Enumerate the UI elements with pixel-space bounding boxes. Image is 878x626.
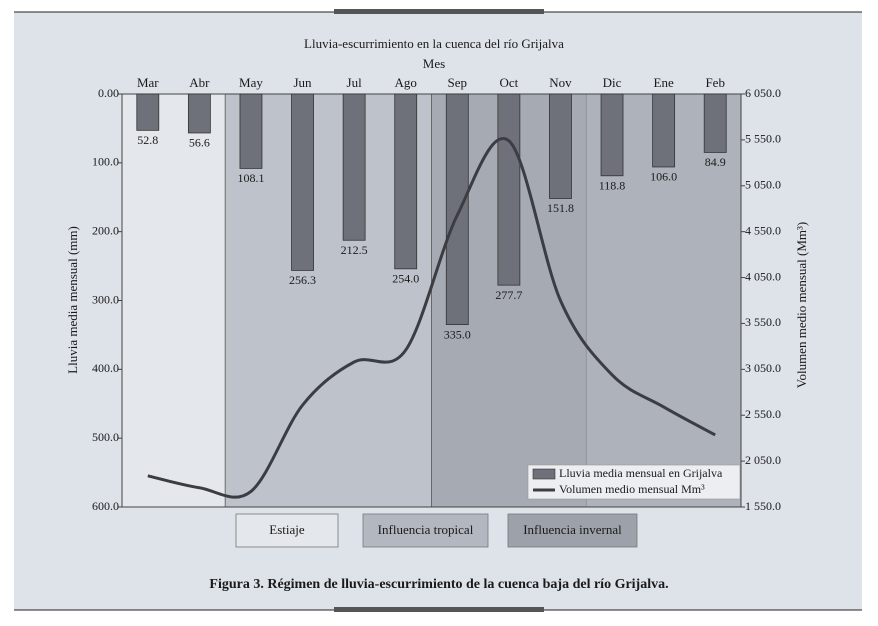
y-tick-label: 400.0 [92,361,119,375]
x-tick-label: Ene [654,75,674,90]
bar-value-label: 256.3 [289,273,316,287]
x-tick-label: Jun [294,75,313,90]
y2-tick-label: 5 550.0 [745,132,781,146]
x-axis-label: Mes [423,56,445,71]
bar [600,93,624,177]
y-tick-label: 600.0 [92,499,119,513]
region-legend-box [235,513,339,548]
bar-value-label: 335.0 [444,327,471,341]
bar [136,93,160,131]
y2-tick-label: 4 050.0 [745,269,781,283]
legend-box [527,464,741,500]
y-tick-label: 100.0 [92,155,119,169]
region [122,94,226,507]
bar [239,93,263,169]
x-tick-label: Dic [603,75,622,90]
y2-tick-label: 2 550.0 [745,407,781,421]
y2-tick-label: 1 550.0 [745,499,781,513]
y2-tick-label: 2 050.0 [745,453,781,467]
y-tick-label: 300.0 [92,292,119,306]
x-tick-label: Oct [499,75,518,90]
x-tick-label: Feb [705,75,725,90]
bar-value-label: 277.7 [495,288,522,302]
y2-tick-label: 5 050.0 [745,178,781,192]
y-tick-label: 200.0 [92,223,119,237]
line [147,137,716,499]
y2-tick-label: 6 050.0 [745,86,781,100]
x-tick-label: Abr [189,75,210,90]
bar [394,93,418,270]
bar-value-label: 151.8 [547,201,574,215]
chart-title: Lluvia-escurrimiento en la cuenca del rí… [304,36,564,51]
legend-label: Lluvia media mensual en Grijalva [559,466,723,480]
bar [187,93,211,134]
bar [497,93,521,286]
bar [703,93,727,153]
frame-ornament [334,9,544,14]
region-legend-box [507,513,638,548]
frame-ornament [334,607,544,612]
bar-value-label: 56.6 [189,136,210,150]
y2-tick-label: 3 050.0 [745,361,781,375]
y2-axis-label: Volumen medio mensual (Mm³) [794,222,809,389]
x-tick-label: Mar [137,75,159,90]
bar-value-label: 212.5 [341,243,368,257]
y-tick-label: 0.00 [98,86,119,100]
bar-value-label: 52.8 [137,133,158,147]
y2-tick-label: 3 550.0 [745,315,781,329]
bar-value-label: 254.0 [392,272,419,286]
legend-label: Volumen medio mensual Mm³ [559,482,705,496]
caption: Figura 3. Régimen de lluvia-escurrimient… [209,577,668,592]
x-tick-label: Nov [549,75,572,90]
legend-swatch [532,468,556,480]
x-tick-label: Ago [395,75,417,90]
bar [652,93,676,168]
bar-value-label: 118.8 [599,179,626,193]
y2-tick-label: 4 550.0 [745,223,781,237]
bar-value-label: 84.9 [705,155,726,169]
region [431,93,742,508]
bar-value-label: 106.0 [650,170,677,184]
region-legend-label: Influencia tropical [378,522,474,537]
bar [445,93,469,325]
x-tick-label: May [239,75,263,90]
bar [549,93,572,199]
y-tick-label: 500.0 [92,430,119,444]
bar [342,93,366,241]
x-tick-label: Jul [347,75,363,90]
x-tick-label: Sep [448,75,468,90]
bar [291,93,314,271]
region-legend-label: Estiaje [269,522,305,537]
bar-value-label: 108.1 [237,171,264,185]
y-axis-label: Lluvia media mensual (mm) [65,226,80,374]
region-legend-box [362,513,489,548]
region-legend-label: Influencia invernal [523,522,622,537]
